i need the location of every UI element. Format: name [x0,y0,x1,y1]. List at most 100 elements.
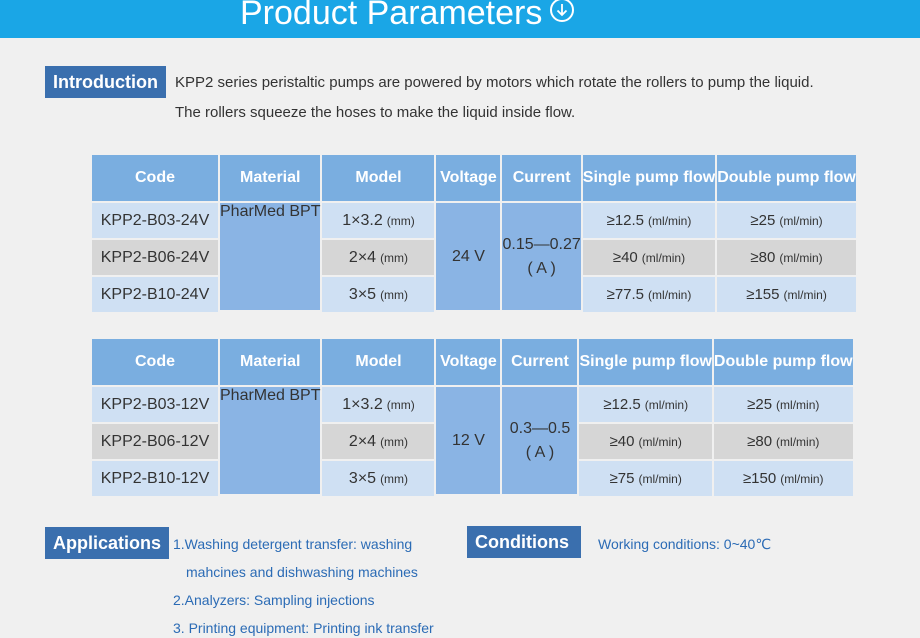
arrow-down-circle-icon[interactable] [550,0,575,22]
code-cell: KPP2-B10-12V [92,461,218,496]
table-row: KPP2-B10-12V 3×5 (mm) ≥75 (ml/min) ≥150 (ml… [92,461,853,496]
model-cell: 3×5 (mm) [322,277,435,312]
code-cell: KPP2-B10-24V [92,277,218,312]
header-code: Code [92,155,218,203]
header-model: Model [322,339,435,387]
single-flow-value: ≥40 [609,432,635,450]
double-flow-unit: (ml/min) [780,471,824,486]
double-flow-unit: (ml/min) [776,434,820,449]
model-cell: 2×4 (mm) [322,424,435,461]
application-item-1-continued: mahcines and dishwashing machines [186,564,418,580]
double-flow-cell: ≥80 (ml/min) [717,240,856,277]
single-flow-cell: ≥75 (ml/min) [579,461,712,496]
table-row: KPP2-B06-12V 2×4 (mm) ≥40 (ml/min) ≥80 (ml/… [92,424,853,461]
model-value: 1×3.2 [342,211,383,229]
code-cell: KPP2-B06-12V [92,424,218,461]
header-double-pump-flow: Double pump flow [717,155,856,203]
voltage-cell: 12 V [436,387,501,496]
model-unit: (mm) [386,397,415,412]
single-flow-cell: ≥12.5 (ml/min) [582,203,716,240]
header-material: Material [220,155,321,203]
single-flow-unit: (ml/min) [638,471,682,486]
current-unit: ( A ) [525,443,555,461]
double-flow-cell: ≥150 (ml/min) [713,461,853,496]
double-flow-value: ≥150 [742,469,777,487]
intro-line-1: KPP2 series peristaltic pumps are powere… [175,74,814,91]
header-code: Code [92,339,218,387]
table-header-row: Code Material Model Voltage Current Sing… [92,155,856,203]
double-flow-unit: (ml/min) [779,213,823,228]
double-flow-unit: (ml/min) [779,250,823,265]
double-flow-cell: ≥25 (ml/min) [717,203,856,240]
double-flow-cell: ≥25 (ml/min) [713,387,853,424]
header-double-pump-flow: Double pump flow [713,339,853,387]
header-banner: Product Parameters [0,0,920,38]
model-value: 3×5 [348,285,377,303]
table-row: KPP2-B03-12V PharMed BPT 1×3.2 (mm) 12 V … [92,387,853,496]
application-item-1: 1.Washing detergent transfer: washing [173,536,413,552]
double-flow-value: ≥80 [750,248,776,266]
code-cell: KPP2-B03-12V [92,387,218,424]
table-row: KPP2-B06-24V 2×4 (mm) ≥40 (ml/min) ≥80 (ml/… [92,240,856,277]
single-flow-unit: (ml/min) [648,287,692,302]
model-unit: (mm) [380,287,409,302]
single-flow-unit: (ml/min) [644,397,689,412]
single-flow-cell: ≥12.5 (ml/min) [579,387,712,424]
material-cell: PharMed BPT [220,387,321,496]
single-flow-value: ≥77.5 [606,285,645,303]
model-unit: (mm) [380,250,409,265]
single-flow-value: ≥40 [612,248,638,266]
double-flow-value: ≥25 [750,211,776,229]
model-cell: 3×5 (mm) [322,461,435,496]
single-flow-value: ≥12.5 [606,211,645,229]
table-header-row: Code Material Model Voltage Current Sing… [92,339,853,387]
model-value: 2×4 [348,432,377,450]
double-flow-cell: ≥80 (ml/min) [713,424,853,461]
model-cell: 2×4 (mm) [322,240,435,277]
single-flow-cell: ≥40 (ml/min) [582,240,716,277]
single-flow-value: ≥12.5 [603,395,641,413]
applications-tag: Applications [45,527,170,559]
spec-table-24v: Code Material Model Voltage Current Sing… [90,155,858,312]
page-title: Product Parameters [240,0,575,36]
voltage-value: 12 V [452,431,485,449]
header-model: Model [322,155,435,203]
application-item-3: 3. Printing equipment: Printing ink tran… [173,620,434,636]
header-current: Current [502,339,578,387]
current-value: 0.3—0.5 [509,419,571,437]
voltage-value: 24 V [452,247,485,265]
current-unit: ( A ) [527,259,556,277]
double-flow-value: ≥80 [747,432,773,450]
model-cell: 1×3.2 (mm) [322,203,435,240]
single-flow-cell: ≥77.5 (ml/min) [582,277,716,312]
spec-table-12v: Code Material Model Voltage Current Sing… [90,339,855,496]
introduction-tag: Introduction [45,66,166,98]
model-value: 1×3.2 [342,395,383,413]
code-cell: KPP2-B03-24V [92,203,218,240]
header-single-pump-flow: Single pump flow [579,339,712,387]
current-value: 0.15—0.27 [502,235,581,253]
double-flow-cell: ≥155 (ml/min) [717,277,856,312]
header-single-pump-flow: Single pump flow [582,155,716,203]
conditions-tag: Conditions [467,526,581,558]
double-flow-value: ≥155 [746,285,780,303]
table-row: KPP2-B10-24V 3×5 (mm) ≥77.5 (ml/min) ≥155(… [92,277,856,312]
header-material: Material [220,339,321,387]
single-flow-cell: ≥40 (ml/min) [579,424,712,461]
double-flow-unit: (ml/min) [776,397,820,412]
single-flow-unit: (ml/min) [638,434,682,449]
header-voltage: Voltage [436,339,501,387]
model-unit: (mm) [380,471,409,486]
model-unit: (mm) [380,434,409,449]
double-flow-value: ≥25 [747,395,773,413]
header-voltage: Voltage [436,155,501,203]
single-flow-unit: (ml/min) [641,250,686,265]
model-unit: (mm) [386,213,415,228]
code-cell: KPP2-B06-24V [92,240,218,277]
conditions-text: Working conditions: 0~40℃ [598,536,772,552]
double-flow-unit: (ml/min) [783,287,827,302]
page-title-text: Product Parameters [240,0,543,32]
voltage-cell: 24 V [436,203,501,312]
single-flow-unit: (ml/min) [648,213,692,228]
current-cell: 0.3—0.5 ( A ) [502,387,578,496]
